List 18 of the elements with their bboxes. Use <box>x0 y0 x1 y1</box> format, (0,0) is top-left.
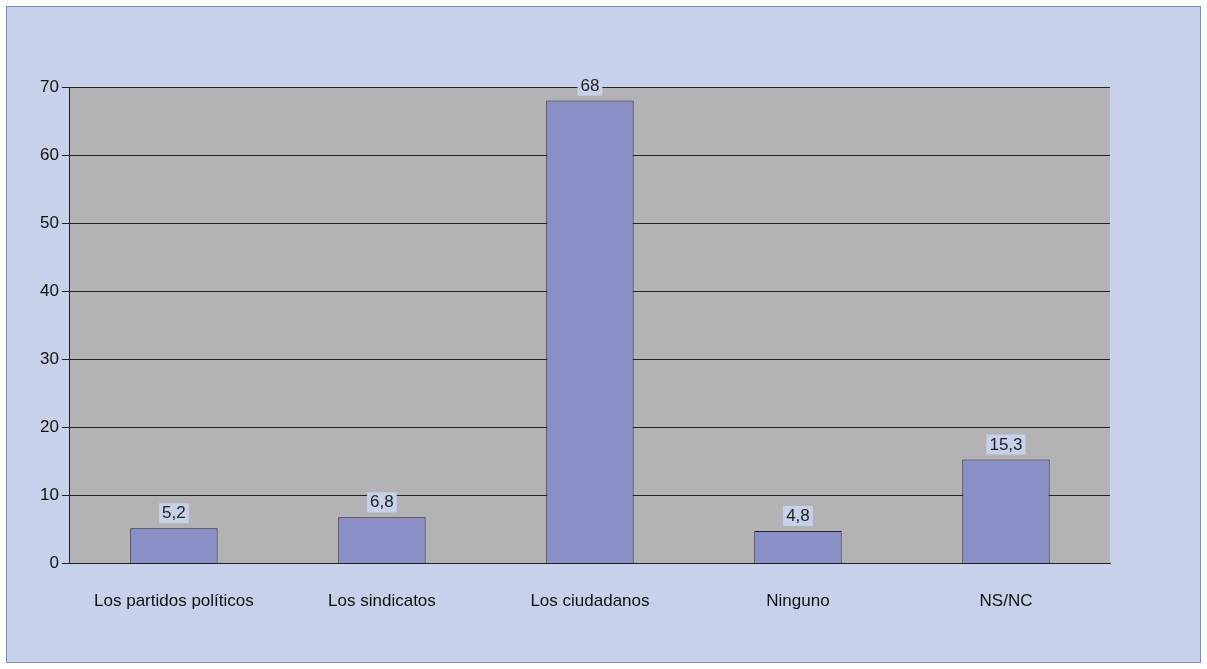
y-tick-label: 50 <box>39 212 59 232</box>
y-tick-label: 10 <box>39 485 59 505</box>
y-tick-label: 20 <box>39 417 59 437</box>
x-tick-label: Los partidos políticos <box>94 591 254 611</box>
data-label: 68 <box>580 75 600 95</box>
y-tick-label: 0 <box>49 553 59 573</box>
y-tick-label: 60 <box>39 144 59 164</box>
data-label: 5,2 <box>162 503 186 523</box>
data-label: 6,8 <box>370 492 394 512</box>
x-tick-label: Los sindicatos <box>328 591 436 611</box>
x-tick-label: Ninguno <box>766 591 830 611</box>
y-tick-label: 70 <box>39 76 59 96</box>
data-label: 15,3 <box>989 434 1023 454</box>
y-tick-label: 40 <box>39 280 59 300</box>
data-label: 4,8 <box>786 506 810 526</box>
x-tick-label: Los ciudadanos <box>530 591 650 611</box>
y-tick-label: 30 <box>39 349 59 369</box>
x-tick-label: NS/NC <box>979 591 1033 611</box>
